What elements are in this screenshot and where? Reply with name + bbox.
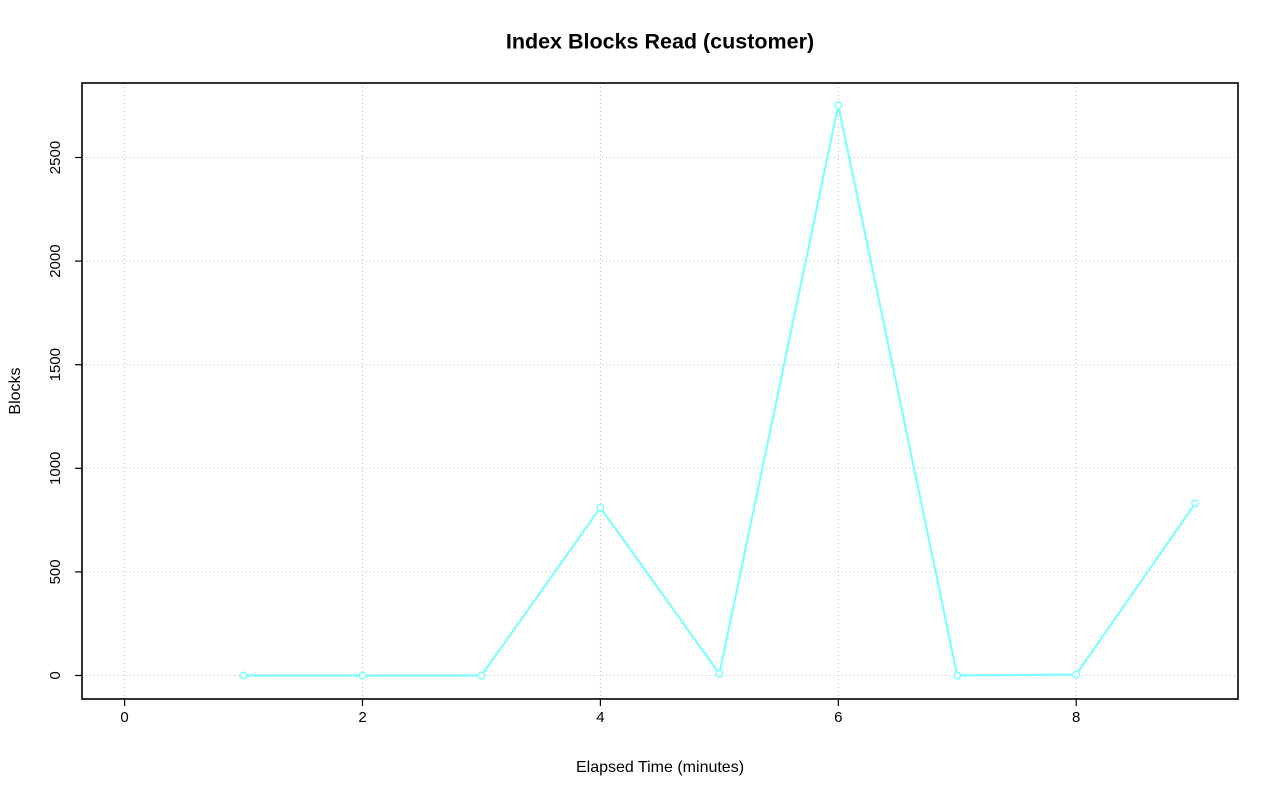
- svg-text:8: 8: [1072, 709, 1080, 726]
- svg-text:Index Blocks Read (customer): Index Blocks Read (customer): [506, 30, 814, 54]
- svg-text:4: 4: [596, 709, 604, 726]
- svg-text:2000: 2000: [47, 244, 64, 277]
- svg-text:Blocks: Blocks: [7, 367, 24, 414]
- svg-text:2: 2: [358, 709, 366, 726]
- svg-text:6: 6: [834, 709, 842, 726]
- svg-text:Elapsed Time (minutes): Elapsed Time (minutes): [576, 759, 744, 776]
- svg-text:0: 0: [120, 709, 128, 726]
- svg-text:0: 0: [47, 671, 64, 679]
- svg-text:1000: 1000: [47, 452, 64, 485]
- svg-text:2500: 2500: [47, 141, 64, 174]
- svg-text:1500: 1500: [47, 348, 64, 381]
- svg-text:500: 500: [47, 559, 64, 584]
